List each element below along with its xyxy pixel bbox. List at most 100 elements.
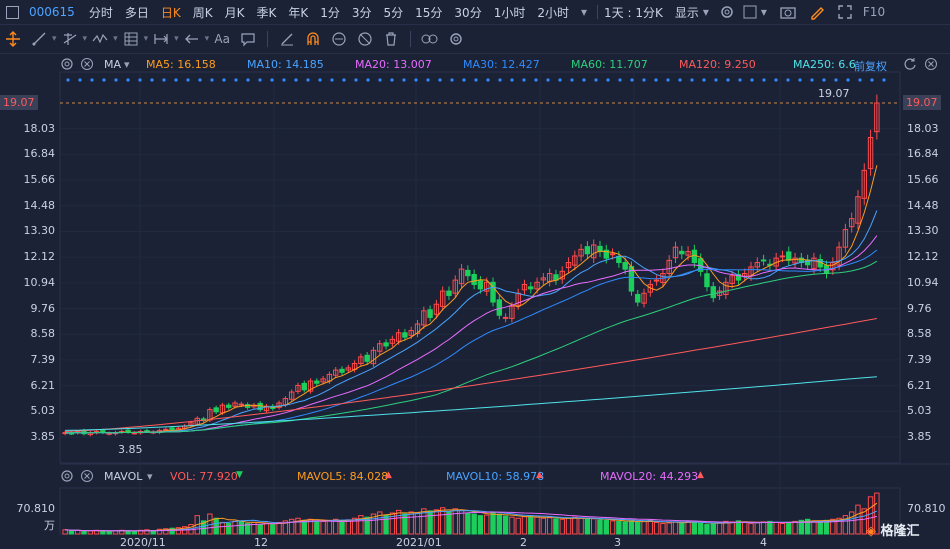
magnet-icon[interactable] [303, 29, 323, 49]
period-yuek[interactable]: 月K [224, 5, 245, 20]
volume-bar [465, 512, 471, 535]
period-1min[interactable]: 1分 [320, 5, 340, 20]
vol-settings-icon[interactable] [60, 469, 74, 483]
camera-icon[interactable] [779, 4, 797, 20]
ma-label[interactable]: MA [104, 58, 122, 71]
ma-close-icon[interactable] [80, 57, 94, 71]
line-tool-icon[interactable] [29, 29, 49, 49]
event-marker [570, 78, 574, 82]
x-label-feb: 2 [520, 536, 527, 549]
event-marker [738, 78, 742, 82]
candle-body [528, 286, 534, 290]
candle-body [439, 290, 446, 307]
period-duori[interactable]: 多日 [124, 5, 149, 20]
candle-body [370, 349, 377, 365]
ma-dropdown-icon[interactable]: ▾ [124, 58, 130, 71]
vol-value: VOL: 77.920 [170, 470, 238, 483]
period-2hour[interactable]: 2小时 [537, 5, 569, 20]
event-marker [126, 78, 130, 82]
link-tool-icon[interactable] [420, 29, 440, 49]
panel-close-icon[interactable] [924, 57, 938, 71]
text-tool-icon[interactable]: Aa [214, 32, 230, 46]
event-marker [810, 78, 814, 82]
stock-code[interactable]: 000615 [29, 5, 75, 19]
volume-bar [377, 511, 383, 535]
event-marker [606, 78, 610, 82]
reset-icon[interactable] [903, 57, 917, 71]
ma-settings-icon[interactable] [60, 57, 74, 71]
period-niank[interactable]: 年K [288, 5, 309, 20]
event-marker [402, 78, 406, 82]
volume-bar [320, 520, 326, 535]
drawing-settings-icon[interactable] [446, 29, 466, 49]
period-1hour[interactable]: 1小时 [493, 5, 526, 20]
period-zhouk[interactable]: 周K [192, 5, 213, 20]
volume-bar [798, 519, 805, 535]
x-label-jan: 2021/01 [396, 536, 442, 549]
display-dropdown-icon[interactable]: ▾ [702, 5, 709, 19]
f10-button[interactable]: F10 [862, 5, 886, 19]
period-5min[interactable]: 5分 [383, 5, 404, 20]
event-marker [498, 78, 502, 82]
mavol20-up-icon: ▲ [697, 470, 704, 480]
volume-bar [534, 516, 540, 535]
event-marker [162, 78, 166, 82]
candle-body [125, 429, 131, 433]
candle-body [163, 428, 169, 431]
mavol-label[interactable]: MAVOL [104, 470, 143, 483]
mavol-line-20 [65, 511, 878, 532]
period-dropdown-icon[interactable]: ▾ [580, 5, 588, 19]
vol-close-icon[interactable] [80, 469, 94, 483]
volume-bar [641, 520, 647, 535]
volume-bar [439, 507, 446, 535]
mavol-dropdown-icon[interactable]: ▾ [147, 470, 153, 483]
period-30min[interactable]: 30分 [454, 5, 482, 20]
volume-bar [244, 523, 251, 535]
lock-tool-icon[interactable] [329, 29, 349, 49]
adjust-select[interactable]: 前复权 [854, 60, 887, 73]
volume-bar [609, 520, 616, 535]
ma5-value: MA5: 16.158 [146, 58, 216, 71]
settings-gear-icon[interactable] [719, 4, 735, 20]
trash-icon[interactable] [381, 29, 401, 49]
candle-body [572, 255, 578, 266]
cycle-select[interactable]: 1天 : 1分K [604, 5, 663, 20]
candle-body [672, 246, 679, 259]
window-square-icon[interactable] [6, 5, 19, 19]
volume-bar [836, 517, 842, 535]
period-jik[interactable]: 季K [256, 5, 277, 20]
event-marker [510, 78, 514, 82]
comment-tool-icon[interactable] [238, 29, 258, 49]
channel-tool-icon[interactable] [60, 29, 80, 49]
price-label-left: 13.30 [23, 224, 56, 238]
checkbox-icon[interactable] [743, 5, 757, 19]
event-marker [666, 78, 670, 82]
period-rik[interactable]: 日K [160, 5, 181, 20]
wave-tool-icon[interactable] [90, 29, 110, 49]
event-marker [282, 78, 286, 82]
candle-body [735, 273, 742, 281]
period-15min[interactable]: 15分 [415, 5, 443, 20]
main-frame [59, 71, 901, 464]
pen-tool-icon[interactable] [277, 29, 297, 49]
hide-tool-icon[interactable] [355, 29, 375, 49]
candle-body [458, 268, 465, 285]
crosshair-icon[interactable] [3, 29, 23, 49]
pencil-icon[interactable] [809, 4, 825, 20]
event-marker [522, 78, 526, 82]
display-select[interactable]: 显示 [674, 5, 699, 20]
grid-tool-icon[interactable] [121, 29, 141, 49]
divider [410, 31, 412, 47]
measure-tool-icon[interactable] [151, 29, 171, 49]
checkbox-dropdown-icon[interactable]: ▾ [760, 5, 767, 19]
fullscreen-icon[interactable] [837, 4, 853, 20]
volume-bar [660, 523, 666, 535]
period-fenshi[interactable]: 分时 [88, 5, 113, 20]
event-marker [726, 78, 730, 82]
ma20-value: MA20: 13.007 [355, 58, 432, 71]
period-3min[interactable]: 3分 [351, 5, 372, 20]
volume-bar [333, 518, 339, 535]
arrow-tool-icon[interactable] [182, 29, 202, 49]
candle-body [232, 402, 238, 407]
